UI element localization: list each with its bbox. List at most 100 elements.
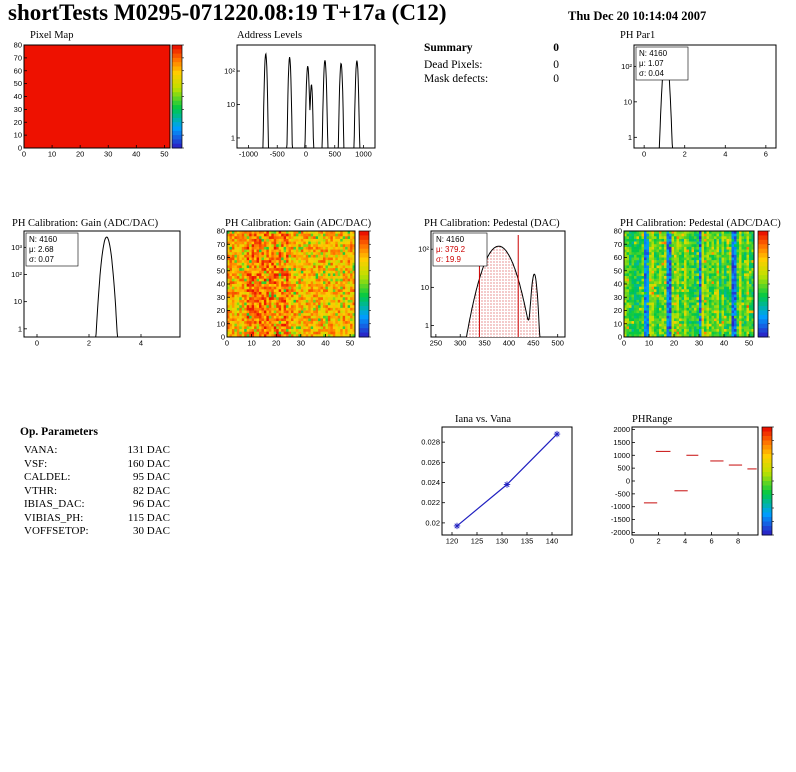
heatmap-cell bbox=[259, 294, 262, 298]
heatmap-cell bbox=[676, 321, 680, 325]
heatmap-cell bbox=[696, 265, 700, 269]
heatmap-cell bbox=[679, 286, 682, 290]
heatmap-cell bbox=[273, 284, 277, 287]
heatmap-cell bbox=[644, 257, 647, 261]
heatmap-cell bbox=[283, 276, 287, 279]
heatmap-cell bbox=[259, 281, 262, 285]
heatmap-cell bbox=[739, 305, 742, 309]
heatmap-cell bbox=[714, 326, 717, 330]
heatmap-cell bbox=[666, 254, 670, 258]
heatmap-cell bbox=[288, 249, 292, 253]
heatmap-cell bbox=[751, 286, 755, 290]
heatmap-cell bbox=[676, 257, 680, 261]
heatmap-cell bbox=[239, 315, 243, 319]
heatmap-cell bbox=[347, 236, 351, 240]
heatmap-cell bbox=[746, 231, 750, 234]
heatmap-cell bbox=[291, 297, 294, 301]
heatmap-cell bbox=[739, 289, 742, 293]
heatmap-cell bbox=[709, 238, 712, 242]
heatmap-cell bbox=[256, 315, 260, 319]
heatmap-cell bbox=[337, 265, 341, 269]
heatmap-cell bbox=[229, 249, 233, 253]
heatmap-cell bbox=[669, 329, 672, 332]
stats-line: N: 4160 bbox=[29, 235, 58, 244]
colorbar-band bbox=[762, 512, 772, 518]
heatmap-cell bbox=[249, 249, 252, 253]
heatmap-cell bbox=[696, 252, 700, 256]
heatmap-cell bbox=[719, 233, 722, 237]
heatmap-cell bbox=[234, 291, 238, 295]
histogram-curve bbox=[431, 245, 565, 338]
heatmap-cell bbox=[666, 331, 670, 335]
heatmap-cell bbox=[259, 291, 262, 295]
heatmap-cell bbox=[691, 273, 695, 277]
heatmap-cell bbox=[313, 291, 316, 295]
heatmap-cell bbox=[669, 297, 672, 301]
heatmap-cell bbox=[701, 307, 705, 311]
heatmap-cell bbox=[724, 244, 727, 248]
heatmap-cell bbox=[644, 321, 647, 325]
heatmap-cell bbox=[335, 244, 339, 248]
heatmap-cell bbox=[234, 305, 238, 309]
heatmap-cell bbox=[295, 278, 299, 282]
heatmap-cell bbox=[694, 323, 697, 327]
heatmap-cell bbox=[641, 265, 645, 269]
heatmap-cell bbox=[631, 265, 635, 269]
heatmap-cell bbox=[330, 321, 334, 325]
heatmap-cell bbox=[744, 307, 747, 311]
heatmap-cell bbox=[320, 262, 324, 266]
heatmap-cell bbox=[636, 238, 640, 242]
heatmap-cell bbox=[684, 329, 687, 332]
heatmap-cell bbox=[669, 302, 672, 306]
y-tick-label: -2000 bbox=[611, 528, 630, 537]
heatmap-cell bbox=[674, 334, 677, 338]
heatmap-cell bbox=[236, 265, 240, 269]
heatmap-cell bbox=[724, 310, 727, 314]
x-tick-label: -1000 bbox=[239, 150, 258, 159]
heatmap-cell bbox=[325, 323, 329, 327]
heatmap-cell bbox=[259, 238, 262, 242]
heatmap-cell bbox=[330, 329, 334, 332]
heatmap-cell bbox=[634, 310, 637, 314]
heatmap-cell bbox=[674, 236, 677, 240]
heatmap-cell bbox=[719, 238, 722, 242]
heatmap-cell bbox=[721, 276, 725, 279]
heatmap-cell bbox=[644, 231, 647, 234]
heatmap-cell bbox=[345, 236, 348, 240]
heatmap-cell bbox=[305, 315, 309, 319]
heatmap-cell bbox=[684, 231, 687, 234]
heatmap-cell bbox=[283, 310, 287, 314]
heatmap-cell bbox=[709, 313, 712, 317]
heatmap-cell bbox=[254, 289, 257, 293]
heatmap-cell bbox=[744, 318, 747, 322]
heatmap-cell bbox=[639, 329, 642, 332]
heatmap-cell bbox=[337, 278, 341, 282]
heatmap-cell bbox=[320, 236, 324, 240]
heatmap-cell bbox=[636, 244, 640, 248]
heatmap-cell bbox=[254, 262, 257, 266]
heatmap-cell bbox=[731, 294, 735, 298]
heatmap-cell bbox=[236, 299, 240, 303]
heatmap-cell bbox=[345, 284, 348, 287]
heatmap-cell bbox=[749, 297, 752, 301]
heatmap-cell bbox=[706, 302, 710, 306]
heatmap-cell bbox=[254, 318, 257, 322]
heatmap-cell bbox=[739, 265, 742, 269]
heatmap-cell bbox=[704, 262, 707, 266]
heatmap-cell bbox=[283, 231, 287, 234]
heatmap-cell bbox=[674, 244, 677, 248]
heatmap-cell bbox=[251, 265, 255, 269]
heatmap-cell bbox=[691, 260, 695, 264]
heatmap-cell bbox=[325, 278, 329, 282]
heatmap-cell bbox=[649, 310, 652, 314]
heatmap-cell bbox=[350, 305, 353, 309]
heatmap-cell bbox=[644, 238, 647, 242]
heatmap-cell bbox=[318, 236, 321, 240]
heatmap-cell bbox=[719, 273, 722, 277]
heatmap-cell bbox=[271, 297, 275, 301]
heatmap-cell bbox=[327, 244, 331, 248]
heatmap-cell bbox=[661, 315, 665, 319]
heatmap-cell bbox=[350, 257, 353, 261]
heatmap-cell bbox=[679, 231, 682, 234]
heatmap-cell bbox=[313, 241, 316, 245]
